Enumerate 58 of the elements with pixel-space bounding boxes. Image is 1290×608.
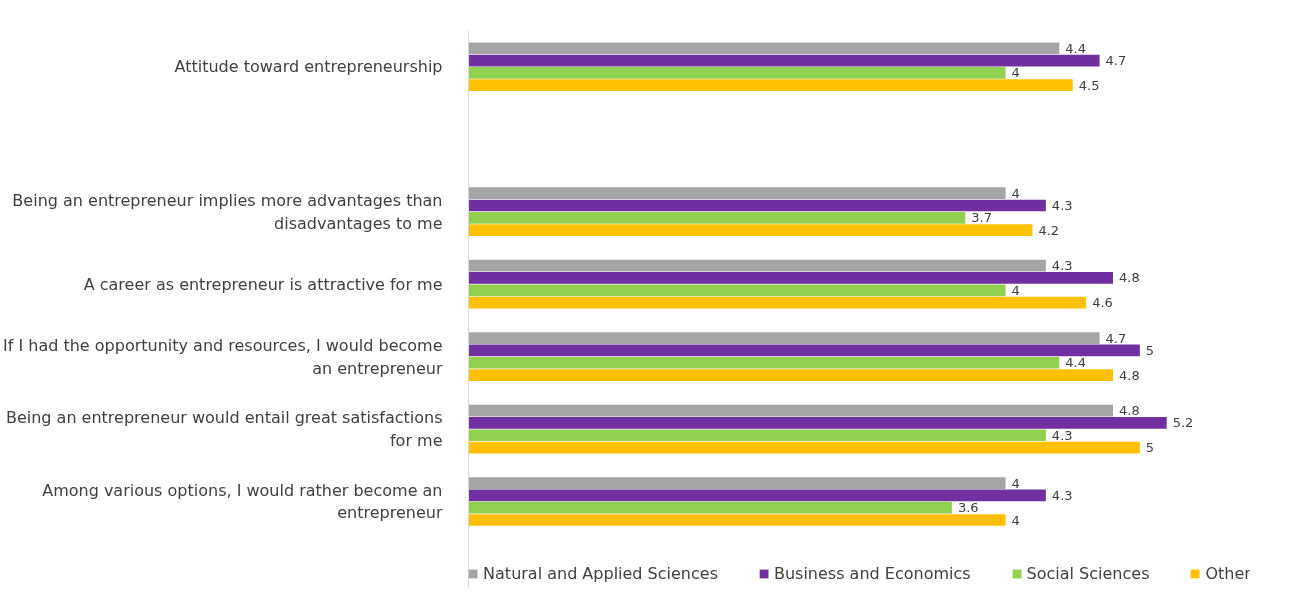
legend-label: Natural and Applied Sciences (483, 564, 718, 583)
data-label: 4.4 (1065, 355, 1086, 371)
legend-label: Business and Economics (773, 564, 971, 583)
data-label: 4.8 (1119, 403, 1140, 419)
bar (468, 79, 1073, 92)
bar (468, 67, 1006, 79)
bar (468, 42, 1060, 55)
bar (468, 489, 1046, 502)
data-label: 4 (1011, 65, 1020, 81)
data-label: 4.3 (1051, 427, 1073, 443)
data-label: 4 (1011, 475, 1020, 491)
data-label: 4.3 (1051, 487, 1073, 503)
bar (468, 429, 1046, 442)
data-label: 4.2 (1038, 222, 1060, 238)
data-label: 3.7 (971, 210, 992, 226)
data-label: 4.7 (1105, 53, 1127, 69)
bar (468, 224, 1033, 236)
y-tick-label: Being an entrepreneur would entail great satisfactions for me (5, 408, 443, 450)
bar (468, 356, 1060, 369)
bar (468, 344, 1140, 357)
data-label: 5.2 (1172, 415, 1194, 431)
bar (468, 417, 1167, 429)
data-label: 4.4 (1065, 40, 1086, 56)
bar (468, 477, 1006, 489)
bar (468, 54, 1100, 67)
data-label: 4.3 (1051, 198, 1073, 214)
data-label: 4.6 (1092, 295, 1113, 311)
data-label: 4 (1011, 512, 1020, 528)
bar (468, 284, 1006, 297)
bar (468, 259, 1046, 272)
data-label: 4.8 (1119, 367, 1140, 383)
y-tick-label: Among various options, I would rather become an entrepreneur (42, 480, 443, 523)
bar (468, 441, 1140, 454)
y-tick-label: Being an entrepreneur implies more advantages than disadvantages to me (12, 190, 443, 233)
data-label: 4.8 (1119, 270, 1140, 286)
bar (468, 211, 966, 224)
bar (468, 187, 1006, 200)
data-label: 5 (1145, 342, 1155, 358)
bar (468, 514, 1006, 526)
data-label: 4.7 (1105, 330, 1127, 346)
data-label: 3.6 (957, 500, 979, 516)
legend-label: Other (1205, 564, 1251, 583)
data-label: 4 (1011, 282, 1020, 298)
bar (468, 404, 1114, 417)
data-label: 4.5 (1078, 77, 1100, 93)
bar (468, 272, 1114, 284)
bar (468, 332, 1100, 344)
bar (468, 296, 1087, 309)
data-label: 4.3 (1051, 258, 1073, 274)
bar (468, 369, 1114, 381)
y-tick-label: A career as entrepreneur is attractive for me (83, 274, 443, 294)
data-label: 5 (1145, 440, 1155, 456)
bar (468, 501, 952, 514)
data-label: 4 (1011, 185, 1020, 201)
y-tick-label: If I had the opportunity and resources, I would become an entrepreneur (3, 335, 443, 378)
y-tick-label: Attitude toward entrepreneurship (174, 57, 443, 77)
bar (468, 199, 1046, 212)
legend-label: Social Sciences (1026, 564, 1150, 583)
